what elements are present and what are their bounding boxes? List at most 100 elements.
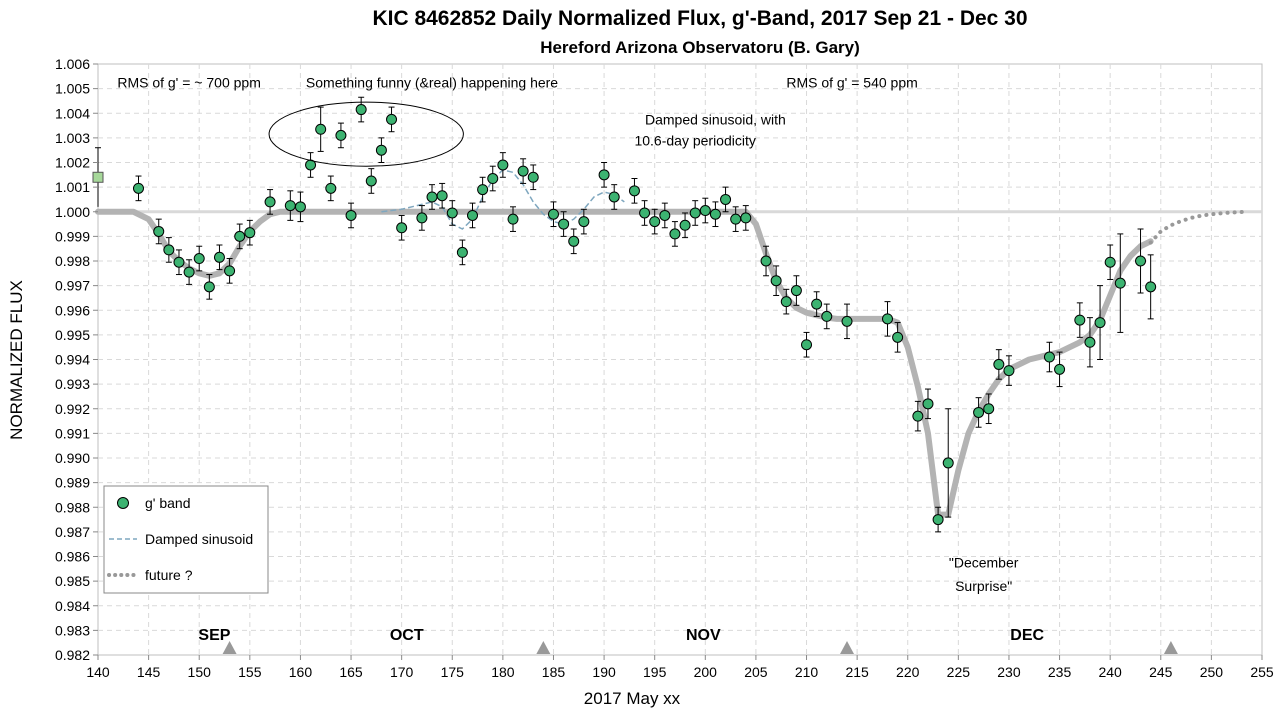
data-point [365,175,377,187]
data-point [821,310,833,322]
data-points [92,96,1157,533]
x-tick-label: 230 [997,664,1021,680]
data-point [426,191,438,203]
annotation: RMS of g' = ~ 700 ppm [117,74,261,90]
data-point [1054,363,1066,375]
chart-title: KIC 8462852 Daily Normalized Flux, g'-Ba… [372,7,1027,30]
data-point [811,298,823,310]
data-point [325,182,337,194]
x-tick-label: 235 [1048,664,1072,680]
data-point [558,218,570,230]
month-labels: SEP OCT NOV DEC [198,627,1044,644]
legend-label-future: future ? [145,567,193,583]
data-point [396,222,408,234]
data-point [973,406,985,418]
y-tick-label: 0.995 [55,327,90,343]
annotation: Something funny (&real) happening here [306,74,558,90]
damped-sinusoid-line [381,169,625,230]
data-point [578,216,590,228]
x-tick-label: 150 [188,664,212,680]
data-point [264,196,276,208]
data-point [456,246,468,258]
y-tick-label: 1.000 [55,204,90,220]
data-point [730,213,742,225]
highlight-ellipse [268,101,464,167]
data-point [294,201,306,213]
data-point [720,193,732,205]
data-point [375,144,387,156]
data-point [790,285,802,297]
y-tick-label: 1.004 [55,105,90,121]
data-point [335,129,347,141]
data-point [224,265,236,277]
data-point [608,191,620,203]
month-label: DEC [1010,627,1044,644]
data-point [740,212,752,224]
data-point [659,209,671,221]
month-marker [536,641,551,654]
data-point [497,159,509,171]
y-tick-label: 0.989 [55,475,90,491]
x-tick-label: 255 [1250,664,1274,680]
data-point [1135,255,1147,267]
future-curve-group [1148,209,1244,245]
data-point [132,182,144,194]
data-point [547,208,559,220]
y-tick-label: 1.003 [55,130,90,146]
extra-point [92,171,104,183]
data-point [173,256,185,268]
data-point [932,514,944,526]
data-point [1104,256,1116,268]
y-tick-label: 0.987 [55,524,90,540]
y-tick-label: 0.992 [55,401,90,417]
month-marker [1163,641,1178,654]
x-tick-label: 180 [491,664,515,680]
data-point [416,212,428,224]
data-point [1114,277,1126,289]
data-point [213,251,225,263]
data-point [345,209,357,221]
legend-label-damped-sinusoid: Damped sinusoid [145,531,253,547]
x-tick-label: 160 [289,664,313,680]
data-point [1043,351,1055,363]
x-tick-label: 245 [1149,664,1173,680]
data-point [1003,365,1015,377]
data-point [153,225,165,237]
data-point [517,165,529,177]
y-tick-label: 0.983 [55,622,90,638]
data-point [679,219,691,231]
data-point [892,331,904,343]
data-point [881,313,893,325]
legend-label-g-band: g' band [145,495,191,511]
data-point [183,266,195,278]
data-point [669,228,681,240]
data-point [841,315,853,327]
x-tick-label: 200 [694,664,718,680]
month-label: SEP [198,627,230,644]
y-tick-label: 0.991 [55,425,90,441]
x-tick-label: 240 [1098,664,1122,680]
data-point [801,339,813,351]
data-point [649,216,661,228]
data-point [1145,281,1157,293]
data-point [467,209,479,221]
future-curve [1148,209,1244,245]
data-point [699,205,711,217]
annotation: Surprise" [955,578,1012,594]
x-tick-label: 165 [339,664,363,680]
y-tick-label: 0.993 [55,376,90,392]
model-curve-group [95,208,1154,518]
month-markers [222,641,1178,654]
x-axis-label: 2017 May xx [584,689,681,708]
y-axis-ticks: 0.982 0.983 0.984 0.985 0.986 0.987 0.988 0.989… [55,56,98,663]
x-tick-label: 205 [744,664,768,680]
data-point [507,213,519,225]
legend-marker-g-band [117,497,129,509]
chart-subtitle: Hereford Arizona Observatoru (B. Gary) [540,38,860,57]
x-tick-label: 190 [592,664,616,680]
x-tick-label: 155 [238,664,262,680]
data-point [639,207,651,219]
data-point [1084,336,1096,348]
data-point [983,403,995,415]
